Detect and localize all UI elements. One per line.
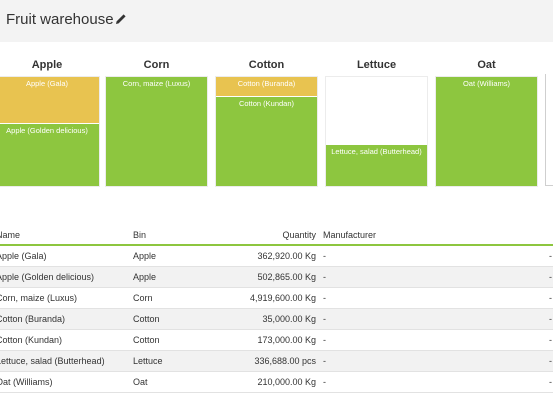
cell-quantity: 502,865.00 Kg	[257, 272, 316, 282]
cell-name: Cotton (Kundan)	[0, 335, 63, 345]
cell-overflow: -	[549, 251, 552, 261]
cell-quantity: 336,688.00 pcs	[254, 356, 316, 366]
cell-name: Corn, maize (Luxus)	[0, 293, 78, 303]
bin-segment[interactable]: Apple (Gala)	[0, 77, 99, 123]
column-header-quantity[interactable]: Quantity	[282, 230, 316, 240]
table-row[interactable]: Corn, maize (Luxus) Corn 4,919,600.00 Kg…	[0, 288, 553, 309]
cell-overflow: -	[549, 293, 552, 303]
bin-segment-label: Apple (Gala)	[25, 79, 69, 88]
cell-overflow: -	[549, 272, 552, 282]
cell-name: Lettuce, salad (Butterhead)	[0, 356, 105, 366]
bin-apple[interactable]: Apple (Gala) Apple (Golden delicious)	[0, 76, 100, 187]
bin-corn[interactable]: Corn, maize (Luxus)	[105, 76, 208, 187]
cell-manufacturer: -	[323, 377, 326, 387]
column-header-bin[interactable]: Bin	[133, 230, 147, 240]
bin-segment[interactable]: Cotton (Kundan)	[216, 96, 317, 186]
cell-quantity: 35,000.00 Kg	[262, 314, 316, 324]
bin-cotton[interactable]: Cotton (Buranda) Cotton (Kundan)	[215, 76, 318, 187]
cell-name: Cotton (Buranda)	[0, 314, 66, 324]
bin-segment-label: Oat (Williams)	[462, 79, 511, 88]
cell-overflow: -	[549, 377, 552, 387]
bin-segment[interactable]: Corn, maize (Luxus)	[106, 77, 207, 186]
cell-quantity: 173,000.00 Kg	[257, 335, 316, 345]
table-row[interactable]: Oat (Williams) Oat 210,000.00 Kg - -	[0, 372, 553, 393]
bin-label-apple: Apple	[31, 59, 63, 71]
inventory-table: Name Bin Quantity Manufacturer Apple (Ga…	[0, 226, 553, 393]
cell-manufacturer: -	[323, 251, 326, 261]
table-row[interactable]: Cotton (Buranda) Cotton 35,000.00 Kg - -	[0, 309, 553, 330]
bin-segment-label: Cotton (Kundan)	[238, 99, 295, 108]
cell-quantity: 4,919,600.00 Kg	[249, 293, 316, 303]
cell-manufacturer: -	[323, 335, 326, 345]
pencil-icon[interactable]	[115, 13, 127, 25]
bin-segment-label: Corn, maize (Luxus)	[122, 79, 191, 88]
cell-manufacturer: -	[323, 272, 326, 282]
table-row[interactable]: Apple (Golden delicious) Apple 502,865.0…	[0, 267, 553, 288]
next-bin-edge	[545, 74, 553, 186]
bin-segment[interactable]: Oat (Williams)	[436, 77, 537, 186]
bin-label-oat: Oat	[477, 59, 496, 71]
bin-segment-label: Lettuce, salad (Butterhead)	[331, 147, 422, 156]
bin-oat[interactable]: Oat (Williams)	[435, 76, 538, 187]
column-header-manufacturer[interactable]: Manufacturer	[323, 230, 377, 240]
cell-bin: Lettuce	[133, 356, 163, 366]
cell-quantity: 362,920.00 Kg	[257, 251, 316, 261]
cell-bin: Apple	[133, 251, 157, 261]
bin-segment[interactable]: Apple (Golden delicious)	[0, 123, 99, 186]
bin-segment-label: Apple (Golden delicious)	[6, 126, 88, 135]
cell-overflow: -	[549, 356, 552, 366]
cell-name: Apple (Gala)	[0, 251, 47, 261]
bin-label-corn: Corn	[143, 59, 170, 71]
table-row[interactable]: Lettuce, salad (Butterhead) Lettuce 336,…	[0, 351, 553, 372]
cell-name: Oat (Williams)	[0, 377, 53, 387]
bin-segment[interactable]: Cotton (Buranda)	[216, 77, 317, 96]
cell-manufacturer: -	[323, 356, 326, 366]
cell-quantity: 210,000.00 Kg	[257, 377, 316, 387]
column-header-name[interactable]: Name	[0, 230, 21, 240]
table-header: Name Bin Quantity Manufacturer	[0, 226, 553, 246]
cell-manufacturer: -	[323, 293, 326, 303]
bin-segment-label: Cotton (Buranda)	[237, 79, 296, 88]
cell-bin: Oat	[133, 377, 148, 387]
table-row[interactable]: Cotton (Kundan) Cotton 173,000.00 Kg - -	[0, 330, 553, 351]
cell-bin: Corn	[133, 293, 153, 303]
table-row[interactable]: Apple (Gala) Apple 362,920.00 Kg - -	[0, 246, 553, 267]
bin-label-cotton: Cotton	[248, 59, 285, 71]
bin-label-lettuce: Lettuce	[356, 59, 397, 71]
bin-lettuce[interactable]: Lettuce, salad (Butterhead)	[325, 76, 428, 187]
bins-overview: Apple Apple (Gala) Apple (Golden delicio…	[0, 52, 553, 192]
cell-bin: Cotton	[133, 314, 160, 324]
cell-name: Apple (Golden delicious)	[0, 272, 95, 282]
cell-overflow: -	[549, 314, 552, 324]
page-header: Fruit warehouse	[0, 0, 553, 42]
cell-bin: Apple	[133, 272, 157, 282]
bin-segment[interactable]: Lettuce, salad (Butterhead)	[326, 145, 427, 186]
cell-bin: Cotton	[133, 335, 160, 345]
cell-manufacturer: -	[323, 314, 326, 324]
page-title: Fruit warehouse	[6, 11, 114, 28]
cell-overflow: -	[549, 335, 552, 345]
